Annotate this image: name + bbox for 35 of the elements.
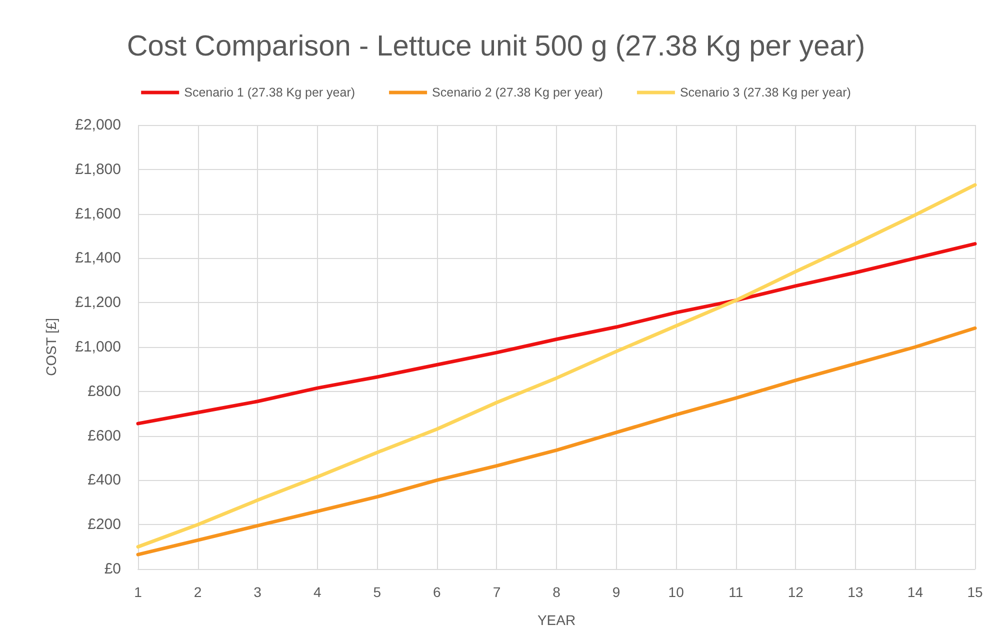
x-tick-label: 7 <box>492 584 501 600</box>
x-tick-label: 5 <box>373 584 382 600</box>
x-tick-label: 11 <box>728 584 744 600</box>
x-tick-label: 3 <box>254 584 262 600</box>
y-tick-label: £600 <box>88 427 121 444</box>
y-tick-label: £0 <box>104 560 121 578</box>
x-tick-label: 2 <box>194 584 202 600</box>
x-tick-label: 1 <box>134 584 142 600</box>
x-tick-label: 6 <box>433 584 442 600</box>
legend-label: Scenario 3 (27.38 Kg per year) <box>680 86 851 100</box>
y-tick-label: £800 <box>88 382 121 400</box>
x-axis-title: YEAR <box>537 612 576 628</box>
x-tick-label: 4 <box>313 584 322 600</box>
y-tick-label: £1,000 <box>75 338 121 356</box>
line-series <box>136 242 977 426</box>
y-tick-label: £200 <box>88 516 121 534</box>
line-series <box>136 326 977 556</box>
legend-label: Scenario 1 (27.38 Kg per year) <box>184 86 356 100</box>
x-tick-label: 9 <box>612 584 620 600</box>
line-series <box>136 183 977 549</box>
y-tick-label: £1,800 <box>75 160 121 178</box>
y-tick-label: £1,600 <box>75 205 121 222</box>
x-tick-label: 12 <box>788 584 804 600</box>
x-tick-label: 10 <box>668 584 684 600</box>
y-tick-label: £1,400 <box>75 250 121 267</box>
chart-title: Cost Comparison - Lettuce unit 500 g (27.38 Kg per year) <box>126 30 866 62</box>
x-tick-label: 8 <box>552 584 561 600</box>
legend-label: Scenario 2 (27.38 Kg per year) <box>432 86 603 100</box>
y-axis-title: COST [£] <box>43 318 59 376</box>
x-tick-label: 14 <box>907 584 924 600</box>
y-tick-label: £1,200 <box>75 294 121 312</box>
y-tick-label: £400 <box>88 472 121 489</box>
x-tick-label: 15 <box>967 584 983 600</box>
y-tick-label: £2,000 <box>75 116 121 134</box>
x-tick-label: 13 <box>848 584 864 600</box>
